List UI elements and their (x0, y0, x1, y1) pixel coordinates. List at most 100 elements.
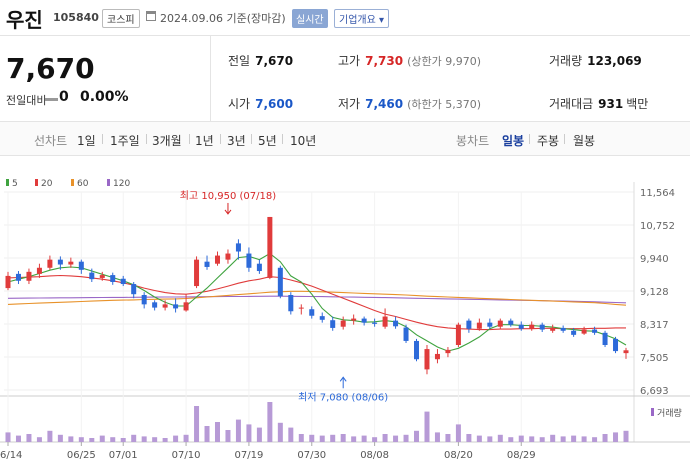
candle-body (550, 327, 556, 331)
candle-body (529, 324, 535, 329)
candle-body (194, 259, 200, 287)
candle-body (298, 307, 304, 309)
tab-3-months[interactable]: 3개월 (152, 134, 182, 148)
volume-bar (120, 438, 126, 442)
candle-body (246, 253, 252, 268)
realtime-button[interactable]: 실시간 (292, 9, 328, 28)
volume-bar (183, 434, 189, 442)
x-tick-label: 08/20 (444, 450, 473, 461)
candle-body (330, 320, 336, 328)
candle-body (487, 322, 493, 327)
volume-bar (131, 434, 137, 442)
low-arrow-head (339, 376, 347, 382)
tab-1-day[interactable]: 1일 (77, 134, 96, 148)
divider (210, 36, 211, 122)
candle-body (414, 340, 420, 360)
volume-bar (26, 434, 32, 442)
volume-bar (330, 434, 336, 442)
candle-body (539, 324, 545, 330)
candle-body (57, 259, 63, 265)
volume-bar (414, 430, 420, 442)
candle-body (424, 349, 430, 370)
candle-body (47, 259, 53, 268)
candle-body (351, 318, 357, 321)
market-badge: 코스피 (102, 9, 140, 28)
line-chart-label[interactable]: 선차트 (34, 134, 68, 148)
volume-bar (623, 430, 629, 442)
y-tick-label: 9,128 (640, 287, 669, 298)
volume-bar (581, 436, 587, 442)
candle-body (15, 273, 21, 281)
candlestick-chart-svg[interactable]: 6,693 7,505 8,317 9,128 9,940 10,752 11,564 06/… (0, 168, 690, 468)
candle-body (131, 284, 137, 295)
candle-body (382, 316, 388, 327)
ma-line-60 (7, 290, 627, 306)
legend-swatch (6, 179, 9, 186)
candle-body (592, 329, 598, 333)
volume-bar (487, 436, 493, 442)
candle-body (183, 302, 189, 311)
tab-1-year[interactable]: 1년 (195, 134, 214, 148)
candle-body (309, 309, 315, 316)
candle-body (434, 353, 440, 360)
legend-entry: 20 (41, 179, 53, 189)
legend-entry: 60 (77, 179, 89, 189)
volume-bar (225, 430, 231, 442)
volume-bar (15, 435, 21, 442)
candle-body (288, 295, 294, 312)
candle-chart-label[interactable]: 봉차트 (456, 134, 490, 148)
chart-period-tabs: 선차트 1일 1주일 3개월 1년 3년 5년 10년 봉차트 일봉 주봉 월봉 (0, 122, 690, 156)
candle-body (602, 332, 608, 346)
candle-body (319, 316, 325, 320)
tab-3-years[interactable]: 3년 (227, 134, 246, 148)
volume-bar (204, 426, 210, 442)
tab-daily-candle[interactable]: 일봉 (502, 134, 525, 148)
company-info-dropdown[interactable]: 기업개요 ▾ (334, 9, 389, 28)
y-tick-label: 11,564 (640, 188, 675, 199)
stock-chart[interactable]: 6,693 7,505 8,317 9,128 9,940 10,752 11,564 06/… (0, 168, 690, 468)
volume-bar (267, 402, 273, 442)
legend-entry: 5 (12, 179, 18, 189)
tab-weekly-candle[interactable]: 주봉 (537, 134, 560, 148)
volume-bar (89, 438, 95, 442)
current-price: 7,670 (6, 52, 95, 85)
tab-5-years[interactable]: 5년 (258, 134, 277, 148)
candle-body (497, 320, 503, 327)
volume-bar (403, 434, 409, 442)
volume-bar (319, 435, 325, 442)
legend-swatch (107, 179, 110, 186)
candle-body (152, 302, 158, 308)
ma-line-20 (7, 274, 626, 331)
volume-bar (162, 438, 168, 442)
volume-bar (256, 427, 262, 442)
volume-bar (68, 436, 74, 442)
stock-header: 우진 105840 코스피 2024.09.06 기준(장마감) 실시간 기업개… (0, 0, 690, 36)
volume-bar (445, 434, 451, 442)
high-arrow-head (224, 209, 232, 215)
candle-body (26, 271, 32, 281)
stat-open: 시가 7,600 (228, 97, 294, 111)
candle-body (277, 267, 283, 297)
change-percent: 0.00% (80, 89, 129, 105)
x-tick-label: 07/01 (109, 450, 138, 461)
volume-bar (497, 434, 503, 442)
tab-10-years[interactable]: 10년 (290, 134, 317, 148)
volume-bar (361, 435, 367, 442)
candle-body (455, 324, 461, 346)
candle-body (89, 272, 95, 280)
candle-body (68, 261, 74, 265)
volume-bar (194, 406, 200, 442)
candle-body (120, 278, 126, 285)
candle-body (508, 320, 514, 325)
volume-bar (246, 424, 252, 442)
candle-body (340, 320, 346, 327)
volume-bar (560, 436, 566, 442)
volume-bar (602, 434, 608, 442)
tab-monthly-candle[interactable]: 월봉 (573, 134, 596, 148)
volume-bar (288, 427, 294, 442)
candle-body (214, 255, 220, 264)
tab-1-week[interactable]: 1주일 (110, 134, 140, 148)
volume-bar (393, 435, 399, 442)
volume-bar (99, 435, 105, 442)
volume-bar (571, 435, 577, 442)
